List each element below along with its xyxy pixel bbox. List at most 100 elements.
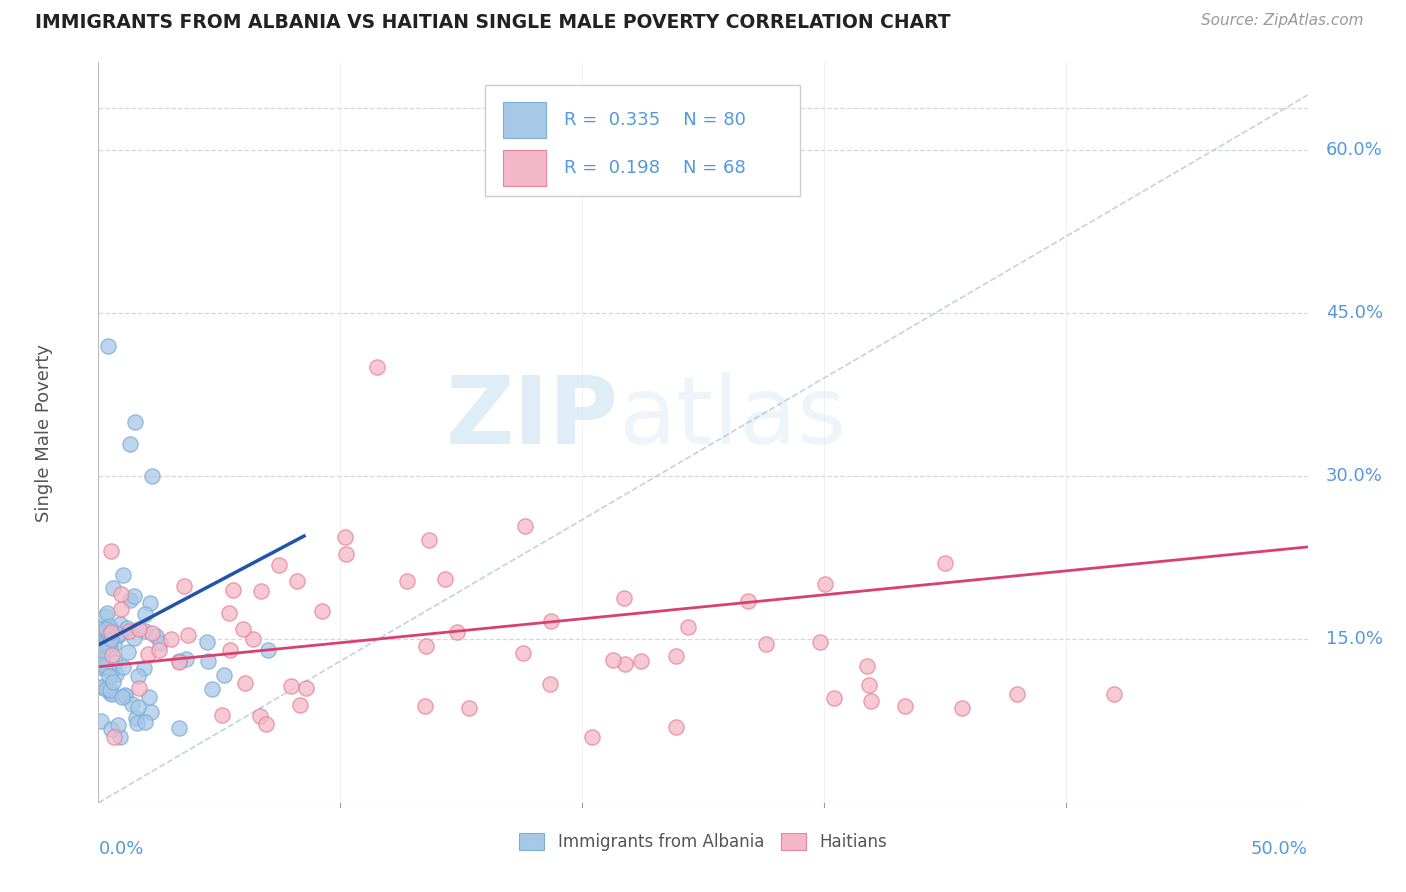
Point bbox=[214, 668, 236, 682]
Point bbox=[97, 669, 120, 683]
Point bbox=[122, 590, 145, 604]
Point bbox=[149, 636, 172, 650]
Point bbox=[96, 641, 118, 656]
Point bbox=[121, 697, 143, 711]
Point bbox=[169, 721, 191, 735]
Point bbox=[668, 137, 690, 152]
Point bbox=[602, 653, 624, 667]
Point bbox=[250, 584, 273, 599]
Point bbox=[104, 655, 127, 669]
Point bbox=[108, 627, 131, 641]
Point bbox=[167, 654, 190, 668]
Point bbox=[108, 617, 131, 632]
Text: R =  0.198    N = 68: R = 0.198 N = 68 bbox=[564, 159, 745, 177]
Text: R =  0.335    N = 80: R = 0.335 N = 80 bbox=[564, 112, 745, 129]
Point bbox=[458, 701, 481, 715]
Point bbox=[1007, 687, 1029, 701]
Point bbox=[256, 643, 278, 657]
Point bbox=[91, 680, 114, 694]
Point bbox=[858, 678, 880, 692]
Point bbox=[98, 686, 121, 700]
Point bbox=[103, 637, 125, 651]
Point bbox=[1102, 687, 1125, 701]
Point bbox=[174, 651, 197, 665]
Point bbox=[201, 681, 224, 696]
Point bbox=[267, 558, 290, 572]
Point bbox=[98, 623, 121, 637]
Point bbox=[211, 708, 233, 723]
Point bbox=[91, 643, 114, 657]
Point bbox=[98, 642, 121, 657]
Point bbox=[160, 632, 183, 647]
Point bbox=[97, 636, 120, 650]
Point bbox=[335, 547, 357, 561]
Point bbox=[101, 675, 124, 690]
Point bbox=[288, 698, 311, 712]
Point bbox=[136, 647, 159, 661]
Text: Source: ZipAtlas.com: Source: ZipAtlas.com bbox=[1201, 13, 1364, 29]
Point bbox=[934, 556, 956, 570]
Point bbox=[280, 679, 302, 693]
FancyBboxPatch shape bbox=[485, 85, 800, 195]
Point bbox=[122, 631, 145, 645]
Point bbox=[295, 681, 318, 695]
Point bbox=[233, 676, 256, 690]
Point bbox=[894, 698, 917, 713]
Point bbox=[513, 518, 536, 533]
Point bbox=[105, 667, 128, 681]
Point bbox=[855, 659, 877, 673]
Point bbox=[676, 620, 699, 634]
Point bbox=[413, 698, 436, 713]
Point bbox=[110, 587, 132, 601]
Point bbox=[512, 647, 534, 661]
Point bbox=[366, 360, 388, 375]
Point bbox=[115, 621, 138, 635]
Point bbox=[91, 656, 114, 670]
Legend: Immigrants from Albania, Haitians: Immigrants from Albania, Haitians bbox=[513, 826, 893, 857]
Point bbox=[141, 469, 163, 483]
Text: 30.0%: 30.0% bbox=[1326, 467, 1382, 485]
Point bbox=[446, 624, 468, 639]
Point bbox=[134, 714, 156, 729]
Point bbox=[90, 660, 112, 674]
Point bbox=[98, 628, 121, 642]
Point bbox=[111, 568, 134, 582]
Point bbox=[101, 623, 124, 637]
Point bbox=[128, 681, 150, 695]
Point bbox=[540, 614, 562, 628]
Text: atlas: atlas bbox=[619, 372, 846, 464]
Point bbox=[90, 635, 112, 649]
Point bbox=[98, 683, 121, 698]
Point bbox=[814, 577, 837, 591]
Point bbox=[100, 665, 122, 680]
Point bbox=[311, 604, 333, 618]
Point bbox=[581, 731, 603, 745]
Point bbox=[614, 657, 637, 671]
Text: 50.0%: 50.0% bbox=[1251, 840, 1308, 858]
Point bbox=[167, 655, 190, 669]
Point bbox=[195, 635, 218, 649]
Point bbox=[737, 593, 759, 607]
Point bbox=[950, 701, 973, 715]
Point bbox=[118, 593, 141, 607]
Point bbox=[538, 677, 561, 691]
Point bbox=[433, 572, 456, 586]
Text: IMMIGRANTS FROM ALBANIA VS HAITIAN SINGLE MALE POVERTY CORRELATION CHART: IMMIGRANTS FROM ALBANIA VS HAITIAN SINGL… bbox=[35, 13, 950, 32]
Point bbox=[90, 647, 112, 661]
Point bbox=[139, 705, 162, 719]
Text: Single Male Poverty: Single Male Poverty bbox=[35, 343, 53, 522]
Point bbox=[111, 660, 134, 674]
Point bbox=[114, 689, 136, 703]
Point bbox=[148, 643, 170, 657]
Text: 45.0%: 45.0% bbox=[1326, 304, 1384, 322]
Point bbox=[127, 716, 149, 731]
Point bbox=[415, 639, 437, 653]
Point bbox=[418, 533, 440, 548]
Point bbox=[808, 635, 831, 649]
Point bbox=[100, 624, 122, 639]
Point bbox=[96, 606, 118, 620]
Point bbox=[664, 648, 686, 663]
Text: ZIP: ZIP bbox=[446, 372, 619, 464]
Point bbox=[107, 717, 129, 731]
Point bbox=[97, 632, 120, 646]
